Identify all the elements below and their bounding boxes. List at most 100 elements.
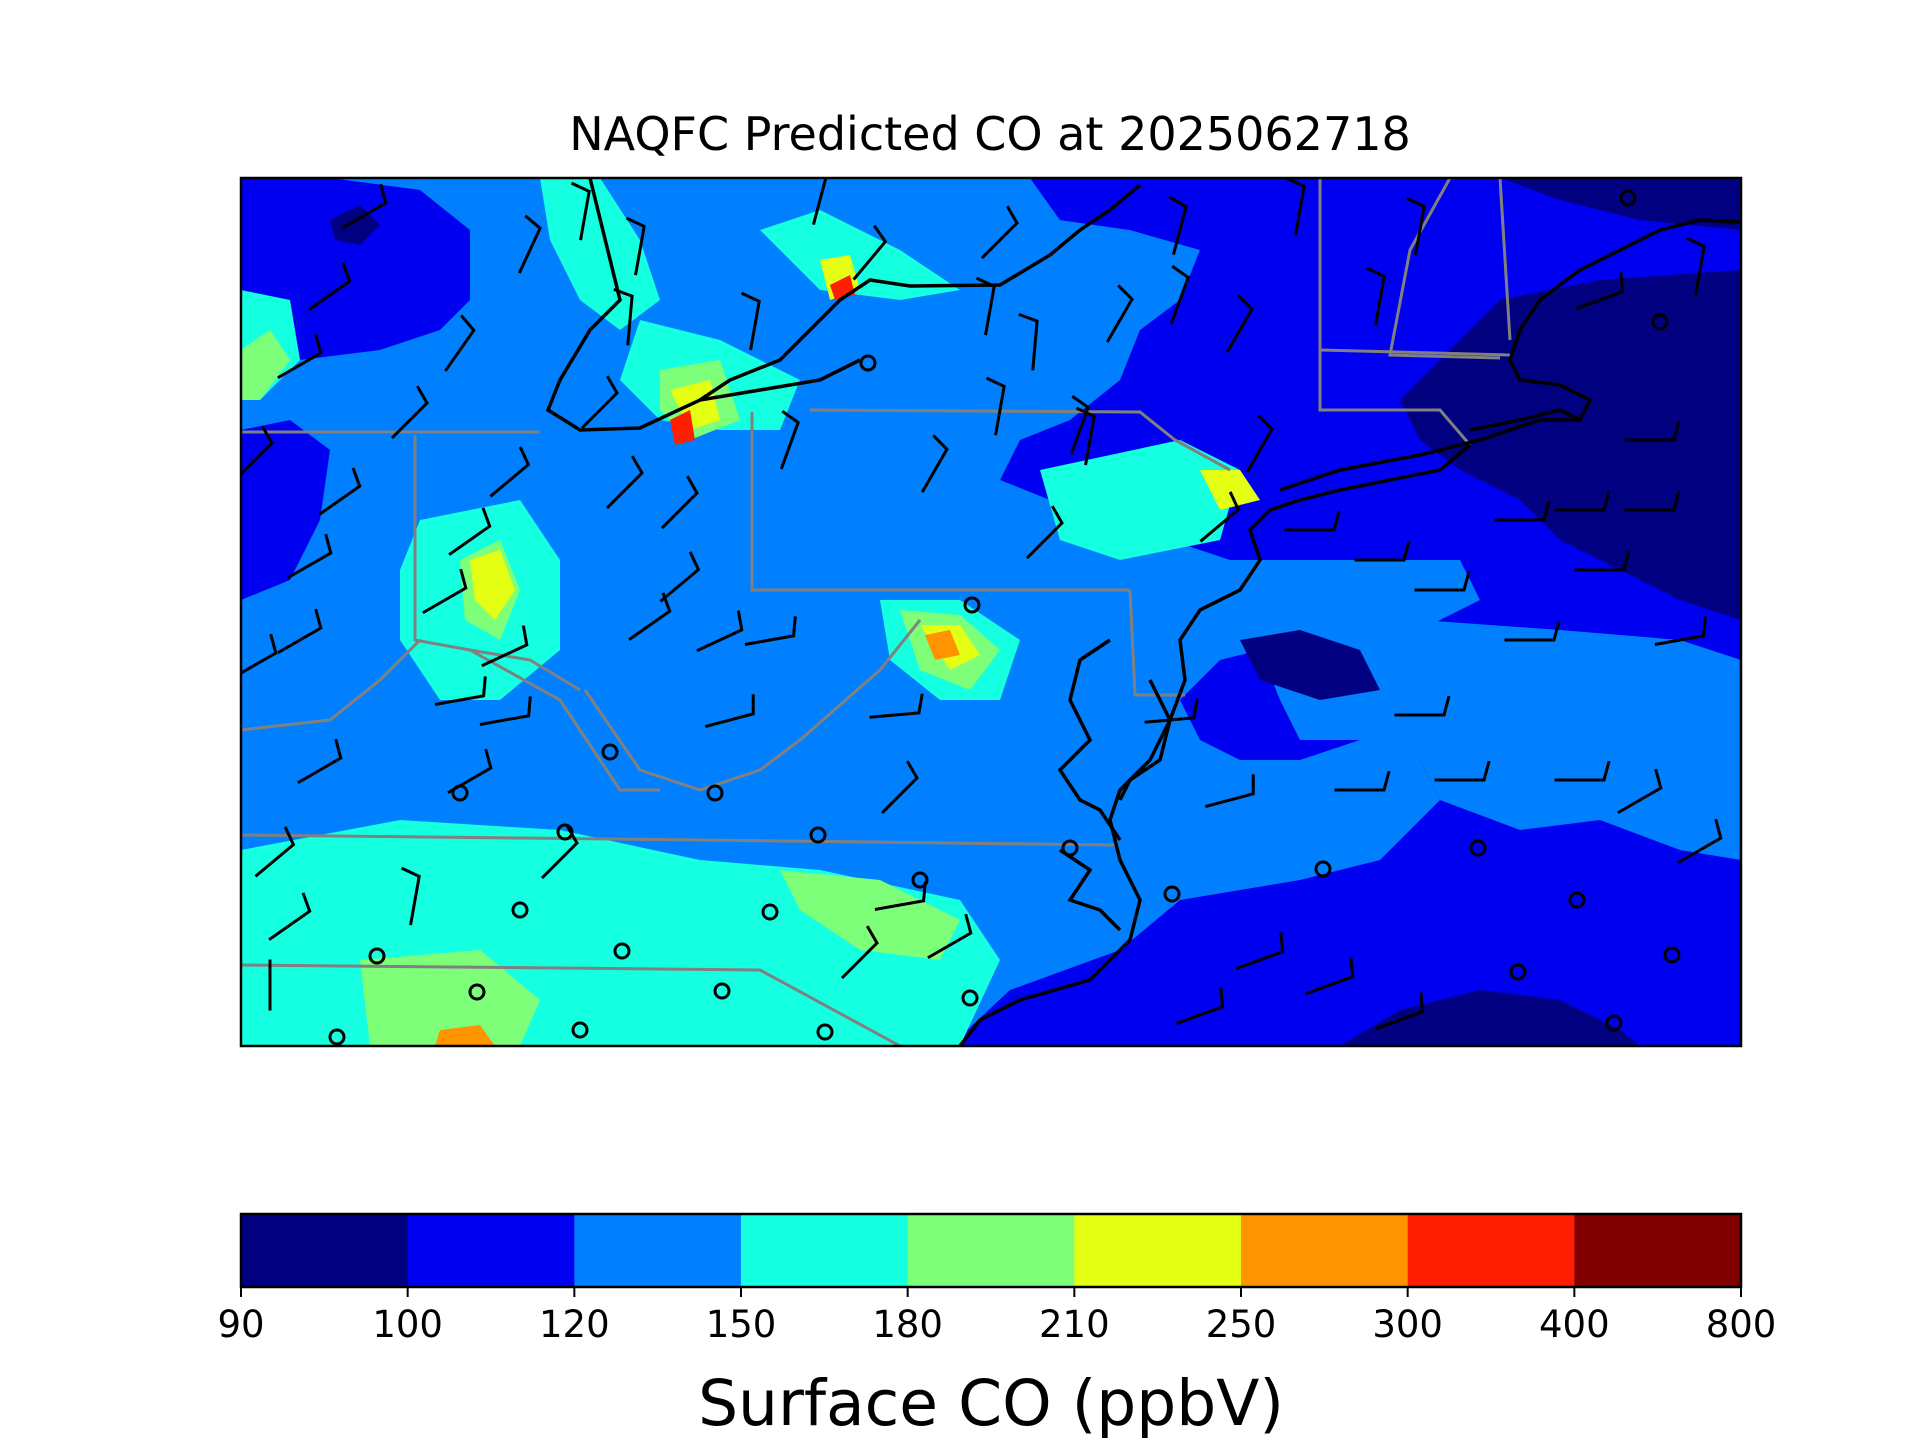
new-england-coast	[1469, 218, 1741, 432]
calm-wind-circle	[1663, 946, 1681, 964]
colorbar-tick-label: 250	[1206, 1303, 1277, 1346]
wind-barb	[1225, 294, 1254, 353]
calm-wind-circle	[963, 596, 981, 614]
calm-wind-circle	[859, 354, 877, 372]
border-ny-ne	[1318, 178, 1472, 446]
colorbar-tick-label: 150	[706, 1303, 777, 1346]
colorbar-ticks: 90 100 120 150 180 210 250 300 400 800	[217, 1287, 1776, 1346]
wind-barb	[479, 696, 532, 726]
map-frame	[239, 176, 1743, 1048]
colorbar-swatch	[1407, 1214, 1575, 1287]
field-region-yellow-2	[670, 380, 720, 430]
wind-barb	[241, 633, 278, 675]
wind-barb	[1168, 195, 1188, 256]
wind-barb	[1554, 760, 1611, 782]
field-region-green-4	[780, 870, 960, 960]
wind-barb	[975, 276, 996, 336]
pamlico-sound	[1059, 848, 1122, 932]
calm-wind-circle	[468, 983, 486, 1001]
calm-wind-circle	[613, 942, 631, 960]
wind-barb	[1375, 992, 1425, 1031]
wind-barb	[840, 925, 879, 980]
wind-barb	[287, 533, 333, 580]
calm-wind-circle	[601, 743, 619, 761]
wind-barb	[1069, 395, 1091, 455]
wind-barb	[434, 676, 487, 706]
calm-wind-circle	[1469, 839, 1487, 857]
wind-barb	[704, 694, 755, 729]
wind-barb	[444, 314, 476, 372]
wind-barb	[342, 183, 388, 230]
colorbar-frame	[239, 1212, 1743, 1289]
calm-wind-circle	[816, 1023, 834, 1041]
wind-barb	[779, 410, 801, 470]
map-title: NAQFC Predicted CO at 2025062718	[569, 107, 1411, 161]
colorbar-swatch	[1574, 1214, 1742, 1287]
colorbar-tick-label: 300	[1372, 1303, 1443, 1346]
border-ma	[1319, 348, 1511, 357]
wind-barb	[927, 913, 973, 960]
field-region-yellow-5	[1200, 470, 1260, 510]
wind-barb	[1685, 236, 1706, 296]
wind-barb	[277, 608, 323, 655]
colorbar-label: Surface CO (ppbV)	[698, 1367, 1284, 1440]
calm-wind-circle	[571, 1021, 589, 1039]
wind-barb	[660, 475, 699, 530]
field-region-cyan-1	[540, 178, 660, 330]
wind-barb	[874, 881, 927, 911]
calm-wind-circle	[713, 982, 731, 1000]
calm-wind-circle	[761, 903, 779, 921]
wind-barb	[1624, 420, 1681, 442]
calm-wind-circle	[1061, 839, 1079, 857]
colorbar-swatch	[241, 1214, 409, 1287]
field-region-north-100	[241, 178, 470, 380]
field-region-ocean-gulf	[1260, 620, 1741, 860]
field-region-orange-2	[435, 1025, 495, 1046]
colorbar-swatch	[907, 1214, 1075, 1287]
wind-barb	[985, 376, 1006, 436]
wind-barb	[254, 826, 296, 878]
calm-wind-circle	[328, 1028, 346, 1046]
wind-barb	[448, 507, 492, 556]
field-region-red-1	[670, 410, 695, 445]
co-field	[241, 178, 1741, 1046]
wind-barb	[400, 866, 421, 926]
wind-barb	[628, 592, 672, 641]
field-region-ne-90	[1500, 178, 1741, 230]
colorbar-swatch	[574, 1214, 742, 1287]
calm-wind-circle	[511, 901, 529, 919]
field-region-west-100	[241, 420, 330, 600]
border-wv-va	[583, 619, 922, 792]
colorbar: 90 100 120 150 180 210 250 300 400 800 Surface CO…	[217, 1212, 1776, 1440]
border-tn	[241, 963, 901, 1046]
wind-barb	[1204, 774, 1255, 809]
wind-barb	[1624, 490, 1681, 512]
field-region-ocean-90-south	[1340, 990, 1640, 1046]
field-region-orange-1	[925, 630, 960, 660]
border-ny-pa	[809, 408, 1231, 472]
wind-barb	[1654, 616, 1707, 646]
wind-barb	[1305, 957, 1355, 996]
colorbar-swatch	[1074, 1214, 1242, 1287]
wind-barb	[1075, 406, 1096, 466]
wind-barb	[1574, 550, 1631, 572]
field-region-green-1	[241, 330, 290, 400]
calm-wind-circle	[1651, 313, 1669, 331]
calm-wind-circle	[961, 989, 979, 1007]
field-region-cyan-4	[1040, 440, 1240, 560]
wind-barb	[1334, 770, 1391, 792]
wind-barb	[1105, 284, 1134, 343]
border-pa-west	[750, 412, 840, 592]
wind-barb	[1284, 510, 1341, 532]
wind-barb	[1354, 540, 1411, 562]
wind-barb	[517, 214, 542, 274]
wind-barb	[811, 178, 828, 226]
wind-barb	[241, 425, 274, 477]
wind-barb	[1394, 695, 1451, 717]
wind-barb	[744, 616, 797, 646]
wind-barb	[1175, 987, 1225, 1026]
delmarva-coast	[1118, 679, 1172, 801]
wind-barb	[308, 262, 352, 311]
calm-wind-circle	[1605, 1014, 1623, 1032]
wind-barb	[1414, 570, 1471, 592]
